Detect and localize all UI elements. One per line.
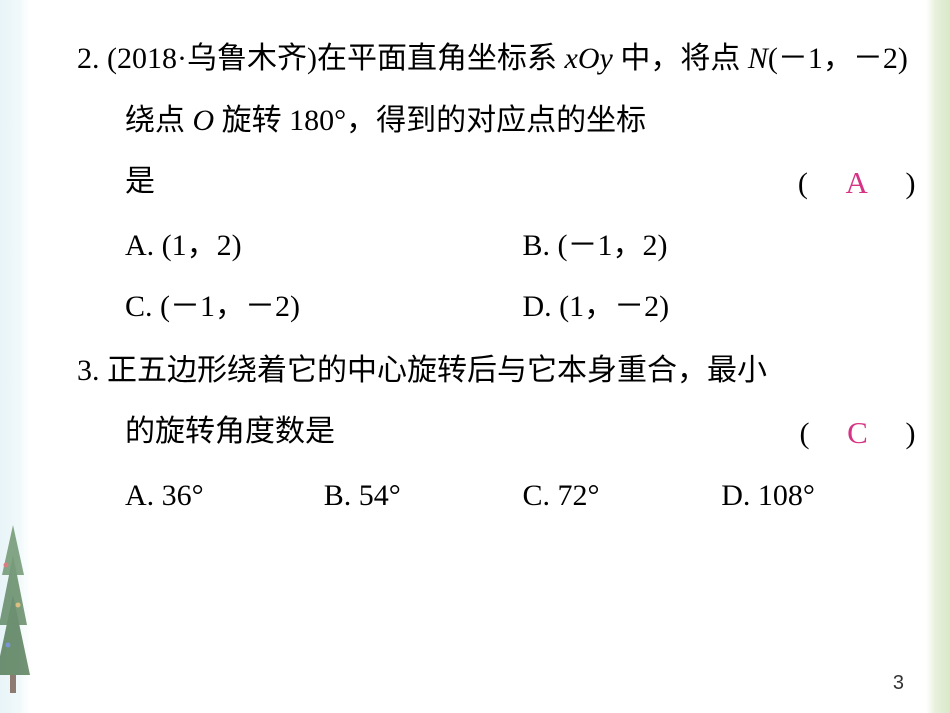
question-3-stem: 3. 正五边形绕着它的中心旋转后与它本身重合，最小 [26,340,920,402]
q3-option-d: D. 108° [721,465,920,527]
q2-number: 2. [77,42,100,75]
q2-answer-line: 是 ( A ) [26,151,920,215]
page-number: 3 [893,672,904,695]
q3-line2: 的旋转角度数是 [125,401,335,465]
q3-option-b: B. 54° [324,465,523,527]
q3-option-a: A. 36° [125,465,324,527]
q2-options-row-1: A. (1，2) B. (－1，2) [26,215,920,277]
q2-option-b: B. (－1，2) [523,215,921,277]
question-3: 3. 正五边形绕着它的中心旋转后与它本身重合，最小 的旋转角度数是 ( C ) … [26,340,920,527]
q2-options-row-2: C. (－1，－2) D. (1，－2) [26,276,920,338]
q2-option-c: C. (－1，－2) [125,276,523,338]
q2-line3: 是 [125,151,155,215]
q3-answer: C [843,415,874,450]
q3-answer-slot: ( C ) [800,401,917,465]
q2-option-d: D. (1，－2) [523,276,921,338]
q3-answer-line: 的旋转角度数是 ( C ) [26,401,920,465]
question-2: 2. (2018·乌鲁木齐)在平面直角坐标系 xOy 中，将点 N(－1，－2)… [26,28,920,338]
slide-content: 2. (2018·乌鲁木齐)在平面直角坐标系 xOy 中，将点 N(－1，－2)… [26,28,920,703]
q3-options-row: A. 36° B. 54° C. 72° D. 108° [26,465,920,527]
background-right-grass [926,0,950,713]
q2-answer: A [841,165,874,200]
q3-option-c: C. 72° [523,465,722,527]
question-2-stem: 2. (2018·乌鲁木齐)在平面直角坐标系 xOy 中，将点 N(－1，－2)… [26,28,920,151]
q3-number: 3. [77,354,100,387]
q2-answer-slot: ( A ) [798,151,917,215]
q2-option-a: A. (1，2) [125,215,523,277]
